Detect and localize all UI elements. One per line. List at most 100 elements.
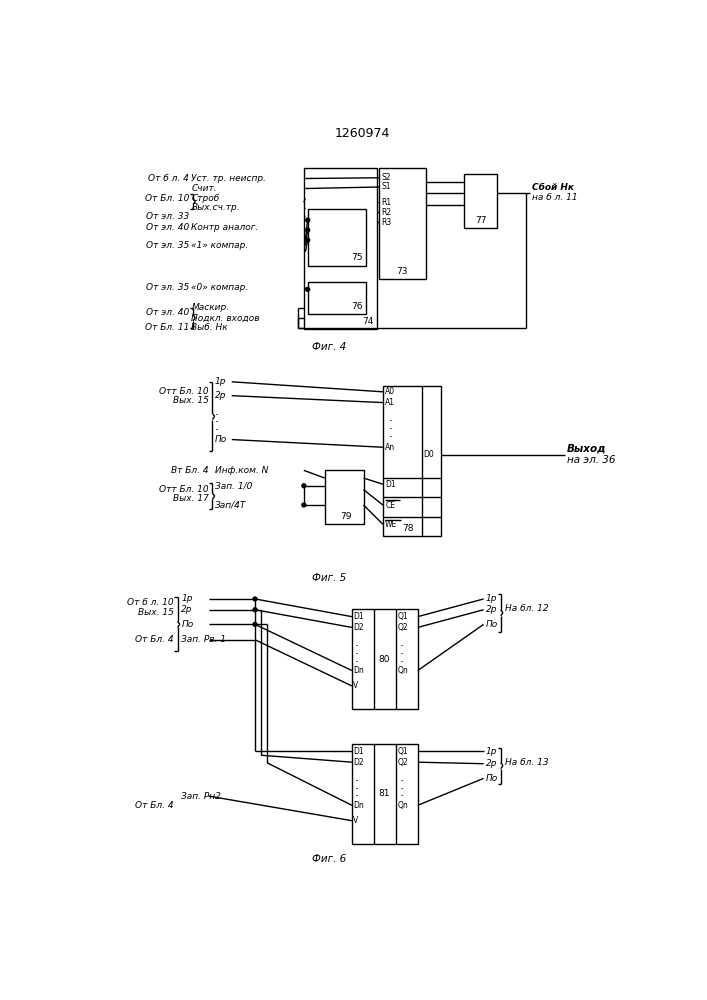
Text: S1: S1 — [381, 182, 391, 191]
Text: .: . — [215, 412, 218, 425]
Circle shape — [305, 218, 310, 222]
Text: Счит.: Счит. — [192, 184, 217, 193]
Text: Вых. 15: Вых. 15 — [173, 396, 209, 405]
Text: V: V — [354, 681, 358, 690]
Text: A1: A1 — [385, 398, 395, 407]
Text: WE: WE — [385, 520, 397, 529]
Text: .: . — [389, 419, 393, 432]
Text: Зап. Рн2: Зап. Рн2 — [182, 792, 221, 801]
Text: Q1: Q1 — [397, 747, 408, 756]
Text: .: . — [215, 420, 218, 433]
Text: От эл. 35: От эл. 35 — [146, 241, 189, 250]
Text: CE: CE — [385, 500, 395, 510]
Bar — [325, 470, 363, 524]
Text: Зап. Рв. 1: Зап. Рв. 1 — [182, 635, 226, 644]
Text: Зап. 1/0: Зап. 1/0 — [215, 481, 252, 490]
Bar — [308, 282, 366, 314]
Text: 78: 78 — [402, 524, 414, 533]
Text: 1р: 1р — [486, 594, 498, 603]
Text: 80: 80 — [379, 654, 390, 664]
Bar — [304, 168, 378, 329]
Text: 79: 79 — [341, 512, 352, 521]
Circle shape — [305, 238, 310, 242]
Text: Отт Бл. 10: Отт Бл. 10 — [159, 485, 209, 494]
Text: D1: D1 — [354, 747, 364, 756]
Text: По: По — [486, 620, 498, 629]
Text: Фиг. 5: Фиг. 5 — [312, 573, 346, 583]
Text: От эл. 40: От эл. 40 — [146, 308, 189, 317]
Text: Инф.ком. N: Инф.ком. N — [215, 466, 268, 475]
Text: .: . — [355, 786, 359, 799]
Bar — [464, 174, 497, 228]
Text: Сбой Нк: Сбой Нк — [532, 183, 573, 192]
Circle shape — [305, 287, 310, 291]
Text: .: . — [355, 652, 359, 665]
Text: .: . — [399, 652, 403, 665]
Text: От Бл. 10: От Бл. 10 — [145, 194, 189, 203]
Text: .: . — [215, 405, 218, 418]
Text: Dn: Dn — [354, 801, 364, 810]
Text: Q1: Q1 — [397, 612, 408, 621]
Text: .: . — [399, 779, 403, 792]
Bar — [379, 168, 426, 279]
Text: Подкл. входов: Подкл. входов — [192, 313, 260, 322]
Text: .: . — [355, 779, 359, 792]
Text: По: По — [182, 620, 194, 629]
Text: V: V — [354, 816, 358, 825]
Text: От эл. 33: От эл. 33 — [146, 212, 189, 221]
Text: D0: D0 — [423, 450, 434, 459]
Text: Выход: Выход — [566, 444, 606, 454]
Text: на б л. 11: на б л. 11 — [532, 192, 578, 202]
Text: 76: 76 — [351, 302, 362, 311]
Text: R1: R1 — [381, 198, 392, 207]
Circle shape — [253, 597, 257, 601]
Text: S2: S2 — [381, 173, 391, 182]
Text: 75: 75 — [351, 253, 362, 262]
Text: Выб. Нк: Выб. Нк — [192, 323, 228, 332]
Text: 2р: 2р — [486, 605, 498, 614]
Text: От б л. 10: От б л. 10 — [127, 598, 174, 607]
Text: 74: 74 — [363, 317, 374, 326]
Text: 2р: 2р — [215, 391, 226, 400]
Circle shape — [253, 622, 257, 626]
Text: D2: D2 — [354, 623, 364, 632]
Bar — [383, 386, 441, 536]
Text: Отт Бл. 10: Отт Бл. 10 — [159, 387, 209, 396]
Text: Qn: Qn — [397, 666, 409, 675]
Text: От эл. 35: От эл. 35 — [146, 283, 189, 292]
Text: D2: D2 — [354, 758, 364, 767]
Text: 2р: 2р — [486, 759, 498, 768]
Text: R2: R2 — [381, 208, 392, 217]
Text: .: . — [389, 427, 393, 440]
Text: На бл. 13: На бл. 13 — [506, 758, 549, 767]
Text: A0: A0 — [385, 387, 395, 396]
Bar — [352, 744, 418, 844]
Text: Уст. тр. неиспр.: Уст. тр. неиспр. — [192, 174, 267, 183]
Text: Контр аналог.: Контр аналог. — [192, 223, 259, 232]
Text: An: An — [385, 443, 395, 452]
Text: .: . — [399, 636, 403, 649]
Text: «1» компар.: «1» компар. — [192, 241, 249, 250]
Text: Dn: Dn — [354, 666, 364, 675]
Text: .: . — [399, 786, 403, 799]
Text: Вых. 17: Вых. 17 — [173, 494, 209, 503]
Bar — [352, 609, 418, 709]
Text: 2р: 2р — [182, 605, 193, 614]
Text: От б л. 4: От б л. 4 — [148, 174, 189, 183]
Bar — [308, 209, 366, 266]
Text: Фиг. 4: Фиг. 4 — [312, 342, 346, 352]
Circle shape — [302, 503, 305, 507]
Circle shape — [305, 228, 310, 232]
Text: .: . — [355, 644, 359, 657]
Text: Строб: Строб — [192, 194, 220, 203]
Text: на эл. 36: на эл. 36 — [566, 455, 615, 465]
Text: На бл. 12: На бл. 12 — [506, 604, 549, 613]
Text: Фиг. 6: Фиг. 6 — [312, 854, 346, 864]
Text: 73: 73 — [397, 267, 408, 276]
Text: От Бл. 4: От Бл. 4 — [135, 635, 174, 644]
Text: 1260974: 1260974 — [334, 127, 390, 140]
Text: .: . — [355, 771, 359, 784]
Text: От Бл. 4: От Бл. 4 — [135, 801, 174, 810]
Text: 81: 81 — [379, 789, 390, 798]
Text: Зап/4Т: Зап/4Т — [215, 500, 246, 510]
